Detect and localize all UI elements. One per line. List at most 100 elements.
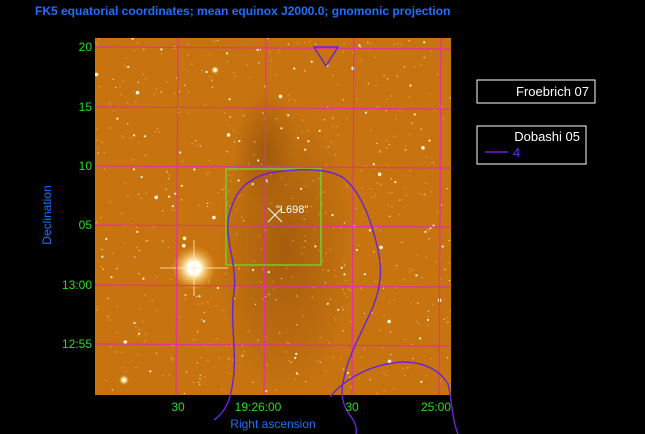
- background-star: [297, 136, 300, 139]
- background-star: [301, 131, 303, 133]
- background-star: [237, 179, 240, 182]
- background-star: [370, 129, 372, 131]
- background-star: [302, 315, 304, 317]
- background-star: [155, 352, 158, 354]
- background-star: [228, 98, 231, 101]
- background-star: [115, 351, 117, 353]
- background-star: [351, 52, 354, 54]
- background-star: [139, 308, 141, 310]
- background-star: [142, 277, 145, 280]
- background-star: [387, 204, 390, 206]
- froebrich-07-region-box[interactable]: [225, 168, 322, 266]
- background-star: [423, 57, 425, 59]
- background-star: [394, 298, 396, 301]
- background-star: [383, 372, 385, 374]
- background-star: [221, 309, 224, 311]
- background-star: [390, 95, 393, 97]
- background-star: [411, 344, 413, 346]
- background-star: [346, 296, 348, 298]
- background-star: [201, 319, 203, 321]
- background-star: [345, 279, 347, 281]
- background-star: [124, 65, 126, 67]
- contour-main: [213, 169, 382, 434]
- background-star: [291, 197, 293, 199]
- background-star: [146, 240, 148, 242]
- background-star: [257, 159, 260, 162]
- background-star: [199, 145, 201, 147]
- background-star: [99, 85, 101, 88]
- background-star: [296, 324, 298, 326]
- background-star: [226, 151, 228, 153]
- background-star: [132, 159, 134, 161]
- background-star: [103, 151, 105, 153]
- background-star: [420, 128, 422, 130]
- background-star: [198, 204, 200, 206]
- background-star: [162, 240, 164, 242]
- ra-gridline-30b: [351, 37, 355, 396]
- ra-tick-label: 30: [171, 400, 185, 414]
- background-star: [287, 114, 290, 117]
- background-star: [311, 296, 313, 298]
- background-star: [332, 357, 334, 359]
- background-star: [135, 326, 137, 328]
- source-marker-l698[interactable]: "L698": [267, 204, 308, 223]
- background-star: [204, 376, 206, 378]
- background-star: [423, 41, 426, 44]
- background-star: [293, 67, 296, 70]
- background-star: [176, 77, 178, 79]
- dec-gridline-20: [94, 46, 452, 50]
- background-star: [370, 188, 372, 190]
- background-star: [380, 260, 382, 262]
- background-star: [243, 350, 245, 352]
- x-axis-label: Right ascension: [230, 417, 315, 431]
- background-star: [131, 223, 133, 225]
- background-star: [228, 358, 230, 360]
- background-star: [275, 74, 277, 76]
- background-star: [268, 293, 270, 295]
- background-star: [358, 244, 360, 246]
- background-star: [400, 43, 402, 45]
- background-star: [385, 110, 387, 112]
- coordinate-grid: [94, 37, 452, 396]
- background-star: [327, 106, 329, 108]
- background-star: [404, 374, 406, 376]
- legend-froebrich-07[interactable]: Froebrich 07: [476, 79, 596, 104]
- background-star: [447, 321, 449, 323]
- background-star: [302, 119, 304, 121]
- background-star: [349, 376, 351, 378]
- background-star: [127, 123, 129, 125]
- legend-dobashi-05[interactable]: Dobashi 05 4: [476, 125, 587, 165]
- background-star: [324, 282, 326, 284]
- background-star: [138, 249, 140, 252]
- background-star: [267, 38, 269, 40]
- background-star: [379, 245, 383, 250]
- background-star: [110, 276, 113, 279]
- background-star: [343, 273, 346, 276]
- dec-gridline-10: [94, 165, 452, 169]
- background-star: [328, 342, 330, 344]
- background-star: [224, 112, 226, 114]
- background-star: [298, 374, 300, 376]
- background-star: [191, 142, 193, 144]
- background-star: [314, 245, 317, 248]
- background-star: [110, 345, 112, 347]
- background-star: [171, 209, 173, 211]
- background-star: [107, 316, 109, 318]
- background-star: [363, 211, 365, 213]
- background-star: [146, 192, 148, 194]
- background-star: [413, 113, 416, 116]
- background-star: [241, 216, 243, 218]
- background-star: [361, 356, 363, 358]
- background-star: [287, 43, 289, 45]
- background-star: [447, 317, 449, 319]
- background-star: [427, 228, 429, 230]
- background-star: [325, 163, 327, 166]
- background-star: [270, 173, 272, 176]
- background-star: [96, 306, 99, 308]
- background-star: [409, 170, 411, 172]
- background-star: [116, 331, 118, 333]
- background-star: [430, 50, 433, 52]
- dobashi-05-contours[interactable]: [213, 46, 459, 434]
- background-star: [135, 90, 140, 95]
